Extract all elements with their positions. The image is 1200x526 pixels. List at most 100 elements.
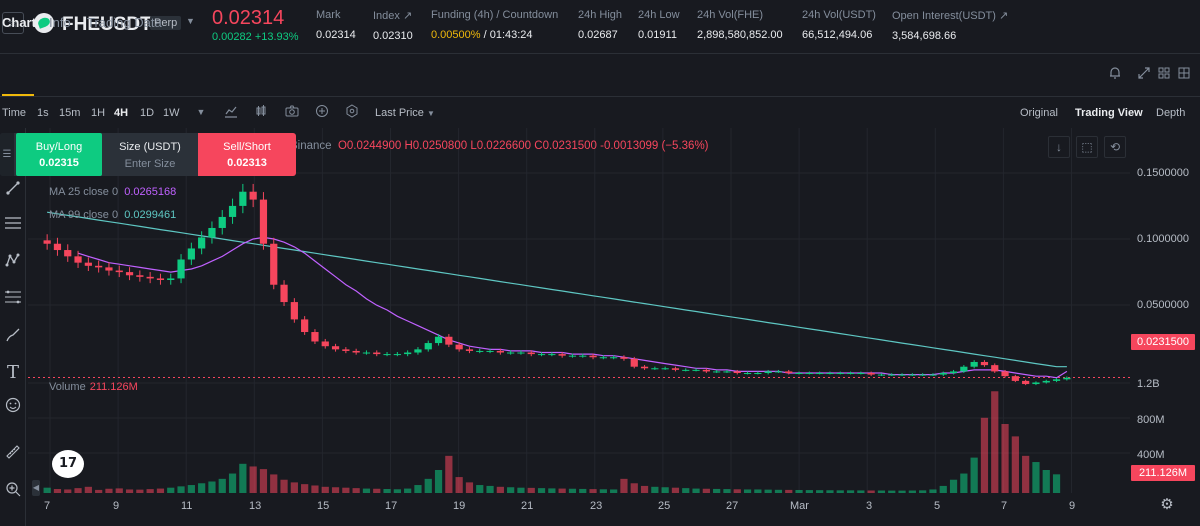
- price-chart[interactable]: [28, 128, 1130, 526]
- candle-type-icon[interactable]: [253, 104, 269, 120]
- refresh-icon[interactable]: ⟲: [1104, 136, 1126, 158]
- ma25-legend[interactable]: MA 25 close 0 0.0265168: [49, 186, 176, 198]
- emoji-icon[interactable]: [2, 397, 24, 419]
- volume-bar: [486, 485, 494, 493]
- chevron-down-icon[interactable]: ▼: [196, 107, 206, 117]
- candle-body: [960, 366, 968, 372]
- interval-1s[interactable]: 1s: [37, 107, 49, 119]
- price-type-select[interactable]: Last Price ▼: [375, 107, 435, 119]
- candle: [64, 244, 72, 262]
- interval-1d[interactable]: 1D: [140, 107, 155, 119]
- candle: [795, 371, 803, 375]
- bell-icon[interactable]: [1107, 66, 1123, 82]
- candle: [568, 353, 577, 358]
- tab-info[interactable]: Info: [49, 15, 71, 30]
- camera-icon[interactable]: [284, 104, 300, 120]
- sell-short-button[interactable]: Sell/Short 0.02313: [198, 133, 296, 176]
- volume-bar: [826, 490, 834, 493]
- tab-trading-data[interactable]: Trading Data: [87, 15, 162, 30]
- volume-bar: [898, 490, 906, 493]
- volume-bar: [702, 488, 710, 493]
- interval-4h[interactable]: 4H: [114, 107, 129, 119]
- volume-label-text: Volume: [49, 381, 86, 393]
- candle-body: [826, 373, 834, 375]
- dashed-box-icon[interactable]: ⬚: [1076, 136, 1098, 158]
- candle-body: [517, 352, 525, 354]
- buy-long-button[interactable]: Buy/Long 0.02315: [16, 133, 102, 176]
- candle-body: [167, 278, 175, 280]
- plus-icon[interactable]: [314, 104, 330, 120]
- candle: [774, 369, 783, 373]
- fib-retracement-icon[interactable]: [2, 289, 24, 311]
- horizontal-lines-icon[interactable]: [2, 215, 24, 237]
- layout-icon[interactable]: [1176, 66, 1192, 82]
- candle: [125, 267, 134, 281]
- stat-24h-vol-quote: 24h Vol(USDT) 66,512,494.06: [802, 9, 876, 41]
- candle-body: [424, 343, 432, 350]
- candle-body: [1011, 376, 1019, 381]
- zoom-in-icon[interactable]: [2, 481, 24, 503]
- date-tick: 27: [726, 500, 739, 512]
- volume-bar: [661, 487, 669, 493]
- grid-icon[interactable]: [1156, 66, 1172, 82]
- stat-label: Index ↗: [373, 10, 413, 22]
- view-original[interactable]: Original: [1020, 107, 1058, 119]
- collapse-toolbar-button[interactable]: ◀: [32, 480, 40, 496]
- interval-1h[interactable]: 1H: [91, 107, 106, 119]
- candle-body: [362, 352, 371, 354]
- size-input[interactable]: [110, 157, 190, 171]
- pattern-icon[interactable]: [2, 252, 24, 274]
- text-tool-icon[interactable]: T: [6, 362, 19, 383]
- volume-bar: [764, 489, 772, 493]
- view-depth[interactable]: Depth: [1156, 107, 1186, 119]
- interval-15m[interactable]: 15m: [59, 107, 81, 119]
- volume-bar: [239, 463, 247, 493]
- trend-line-icon[interactable]: [2, 180, 24, 202]
- candle: [311, 329, 319, 345]
- settings-icon[interactable]: ⚙: [1160, 496, 1174, 513]
- candle-body: [980, 361, 989, 366]
- candle-body: [692, 369, 700, 371]
- volume-bar: [187, 485, 195, 493]
- candle: [857, 371, 865, 375]
- chevron-down-icon[interactable]: ▼: [186, 16, 195, 26]
- price-change: 0.00282 +13.93%: [212, 31, 299, 43]
- candle: [301, 316, 309, 335]
- candle: [270, 237, 278, 290]
- stat-funding: Funding (4h) / Countdown 0.00500% / 01:4…: [431, 9, 558, 41]
- stat-open-interest[interactable]: Open Interest(USDT) ↗ 3,584,698.66: [892, 9, 1008, 42]
- price-tick: 0.0500000: [1137, 299, 1189, 311]
- stat-mark: Mark 0.02314: [316, 9, 356, 41]
- candle-body: [671, 368, 680, 370]
- candle: [383, 351, 391, 357]
- arrow-down-icon[interactable]: ↓: [1048, 136, 1070, 158]
- star-icon[interactable]: ☆: [2, 12, 24, 34]
- indicator-icon[interactable]: [344, 104, 360, 120]
- candle-body: [74, 256, 82, 263]
- symbol-name[interactable]: FHEUSDT: [62, 14, 152, 35]
- ruler-icon[interactable]: [2, 444, 24, 466]
- ma99-legend[interactable]: MA 99 close 0 0.0299461: [49, 209, 176, 221]
- interval-1w[interactable]: 1W: [163, 107, 180, 119]
- candle: [373, 350, 381, 357]
- volume-legend[interactable]: Volume 211.126M: [49, 381, 138, 393]
- volume-bar: [373, 488, 381, 493]
- view-trading-view[interactable]: Trading View: [1075, 107, 1143, 119]
- volume-bar: [270, 474, 278, 493]
- brush-icon[interactable]: [2, 327, 24, 349]
- drag-handle-icon[interactable]: ☰: [0, 133, 14, 176]
- volume-bar: [136, 489, 144, 493]
- ticker-header: ☆ FHEUSDT Perp ▼ 0.02314 0.00282 +13.93%…: [0, 0, 1200, 54]
- candle-body: [764, 371, 772, 374]
- stat-index[interactable]: Index ↗ 0.02310: [373, 9, 413, 42]
- line-chart-icon[interactable]: [223, 104, 239, 120]
- candle: [1022, 379, 1030, 386]
- candle-body: [187, 248, 195, 260]
- volume-bar: [445, 455, 453, 493]
- volume-bar: [579, 488, 587, 493]
- candle-body: [496, 350, 504, 353]
- candle-body: [713, 371, 721, 373]
- expand-icon[interactable]: [1136, 66, 1152, 82]
- tab-chart[interactable]: Chart: [2, 15, 36, 30]
- candle-body: [249, 191, 257, 200]
